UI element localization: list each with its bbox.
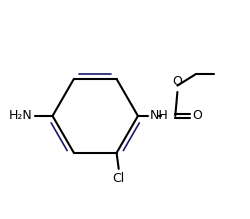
Text: Cl: Cl (112, 172, 125, 185)
Text: H₂N: H₂N (8, 110, 32, 122)
Text: O: O (192, 110, 202, 122)
Text: O: O (172, 75, 182, 88)
Text: NH: NH (150, 110, 169, 122)
